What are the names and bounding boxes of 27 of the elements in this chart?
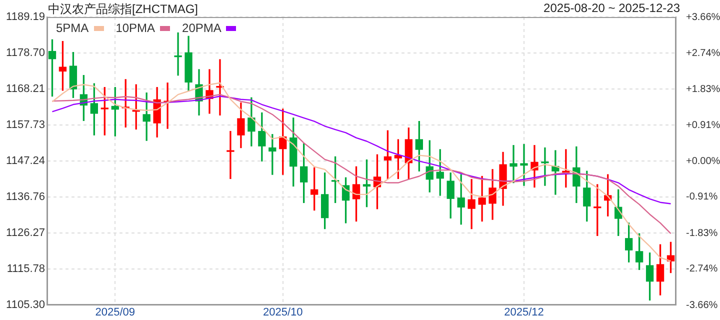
chart-title: 中汉农产品综指[ZHCTMAG] [48, 1, 198, 18]
y2-tick-label: +3.66% [686, 12, 720, 23]
y-tick-label: 1105.30 [6, 299, 45, 312]
y-tick-label: 1178.70 [6, 47, 45, 60]
y-tick-label: 1157.73 [6, 119, 45, 132]
y2-tick-label: +1.83% [686, 84, 720, 95]
x-tick-label: 2025/12 [504, 306, 544, 319]
y2-tick-label: -0.91% [686, 192, 718, 203]
y-tick-label: 1189.19 [6, 11, 45, 24]
y2-tick-label: +0.91% [686, 120, 720, 131]
legend-label: 20PMA [182, 21, 222, 35]
y-tick-label: 1147.24 [6, 155, 45, 168]
y-tick-label: 1115.78 [6, 263, 45, 276]
chart-subtitle: 2025-08-20 ~ 2025-12-23 [544, 1, 680, 15]
y-tick-label: 1168.21 [6, 83, 45, 96]
y-tick-label: 1126.27 [6, 227, 45, 240]
legend-label: 5PMA [56, 21, 89, 35]
y2-tick-label: +2.74% [686, 48, 720, 59]
y-tick-label: 1136.76 [6, 191, 45, 204]
y2-tick-label: -2.74% [686, 264, 718, 275]
y2-tick-label: +0.00% [686, 156, 720, 167]
y2-tick-label: -1.83% [686, 228, 718, 239]
x-tick-label: 2025/09 [95, 306, 136, 319]
legend-label: 10PMA [116, 21, 156, 35]
x-tick-label: 2025/10 [262, 306, 303, 319]
candlestick [226, 130, 234, 179]
y2-tick-label: -3.66% [686, 300, 718, 311]
